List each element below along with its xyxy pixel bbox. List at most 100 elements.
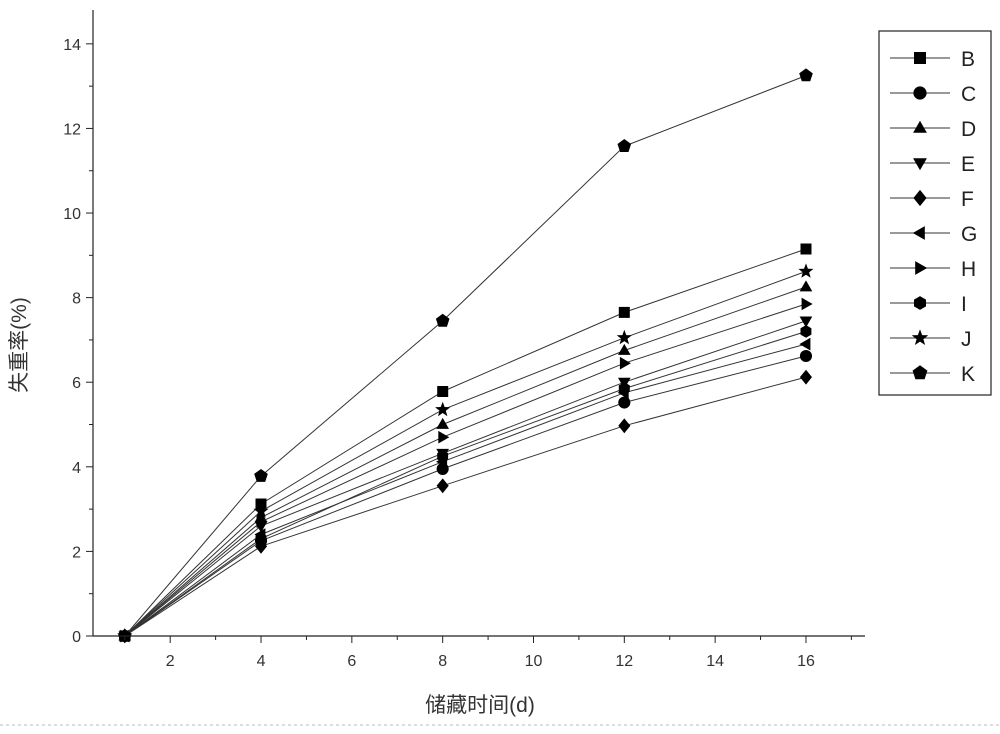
data-point-B	[437, 386, 449, 397]
series-line-G	[124, 343, 807, 637]
legend-item-D: D	[890, 118, 976, 141]
legend-marker	[915, 261, 928, 275]
y-tick-label: 6	[72, 375, 81, 392]
data-point-B	[800, 243, 812, 255]
data-point-F	[436, 478, 449, 494]
series-G	[118, 337, 811, 643]
series-line-J	[124, 270, 807, 637]
data-point-I	[800, 325, 812, 338]
data-point-K	[617, 139, 632, 152]
legend-label: I	[961, 293, 967, 316]
series-line-B	[124, 248, 807, 637]
y-tick-label: 12	[63, 121, 81, 138]
data-point-J	[616, 329, 632, 345]
legend-marker	[912, 226, 925, 240]
y-tick-label: 10	[63, 206, 81, 223]
legend-label: B	[961, 48, 975, 71]
data-point-I	[618, 382, 630, 395]
legend-label: J	[961, 328, 972, 351]
data-point-C	[799, 349, 813, 363]
axes-layer: 2 4 6 8 10 12 14 16 0 2 4 6 8 10 12 14	[0, 10, 1000, 726]
x-tick-label: 4	[257, 653, 266, 670]
legend-item-C: C	[890, 83, 976, 106]
data-point-D	[799, 280, 813, 292]
x-tick-label: 10	[525, 653, 543, 670]
series-E	[118, 316, 813, 643]
data-point-J	[253, 503, 269, 518]
x-tick-label: 6	[347, 653, 356, 670]
data-point-J	[798, 263, 814, 278]
x-tick-label: 14	[706, 653, 724, 670]
legend-item-H: H	[890, 258, 976, 281]
data-point-H	[438, 430, 450, 444]
series-line-I	[124, 331, 807, 637]
x-tick-label: 2	[166, 653, 175, 670]
legend-marker	[913, 158, 927, 171]
data-point-I	[437, 449, 449, 463]
y-tick-label: 2	[72, 544, 81, 561]
x-tick-label: 12	[615, 653, 633, 670]
data-point-D	[436, 417, 449, 429]
x-tick-label: 16	[797, 653, 815, 670]
data-point-B	[618, 306, 630, 318]
y-tick-label: 14	[63, 37, 81, 54]
legend-item-B: B	[890, 48, 975, 71]
data-point-J	[435, 401, 451, 417]
data-point-I	[255, 532, 267, 545]
data-point-K	[254, 469, 268, 482]
series-line-H	[124, 303, 807, 637]
series-I	[119, 325, 812, 643]
legend-item-K: K	[890, 363, 975, 386]
plot-layer	[117, 68, 814, 644]
y-tick-label: 4	[72, 460, 81, 477]
legend-marker	[913, 120, 927, 133]
series-line-F	[124, 376, 807, 637]
y-axis-title: 失重率(%)	[8, 297, 31, 393]
legend-item-I: I	[890, 293, 967, 316]
data-point-H	[619, 356, 631, 370]
legend-box	[878, 30, 992, 396]
series-line-C	[124, 355, 807, 637]
x-tick-label: 8	[438, 653, 447, 670]
legend-item-E: E	[890, 153, 975, 176]
legend-item-J: J	[890, 328, 972, 351]
data-point-K	[799, 68, 813, 82]
y-tick-label: 8	[72, 291, 81, 308]
series-F	[118, 369, 812, 644]
series-H	[120, 297, 813, 643]
legend-label: D	[961, 118, 976, 141]
legend-label: F	[961, 188, 974, 211]
legend-label: E	[961, 153, 975, 176]
data-point-G	[799, 337, 811, 351]
legend-item-G: G	[890, 223, 977, 246]
series-K	[118, 68, 813, 642]
legend-label: K	[961, 363, 975, 386]
series-line-D	[124, 286, 807, 637]
legend-marker	[914, 296, 926, 310]
legend-marker	[911, 329, 929, 345]
data-point-C	[618, 396, 631, 409]
data-point-E	[799, 316, 813, 328]
series-C	[118, 349, 813, 643]
legend-marker	[914, 52, 926, 64]
data-point-F	[799, 369, 812, 385]
legend-marker	[913, 189, 927, 207]
legend-label: C	[961, 83, 976, 106]
data-point-F	[618, 418, 631, 434]
data-point-K	[118, 628, 132, 642]
data-point-H	[256, 515, 268, 529]
y-tick-label: 0	[72, 629, 81, 646]
legend-label: H	[961, 258, 976, 281]
data-point-K	[435, 313, 450, 327]
legend-label: G	[961, 223, 977, 246]
data-point-H	[801, 297, 813, 311]
x-axis-title: 储藏时间(d)	[425, 694, 535, 717]
legend-marker	[912, 365, 928, 380]
series-B	[119, 243, 812, 642]
legend-item-F: F	[890, 188, 974, 211]
data-point-D	[618, 343, 631, 355]
legend-marker	[913, 86, 927, 100]
